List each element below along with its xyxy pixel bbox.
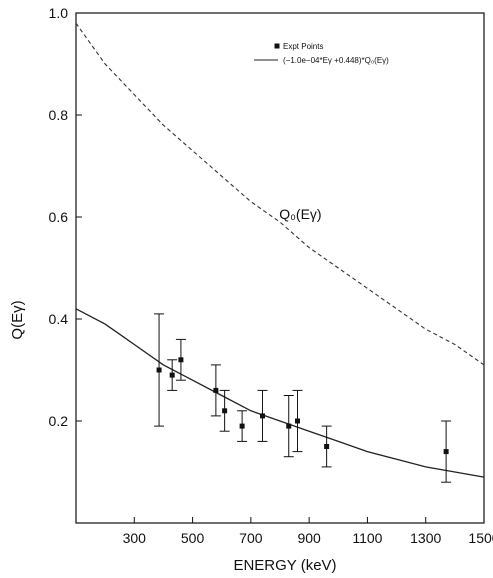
- data-point: [294, 418, 300, 424]
- plot-frame: [75, 12, 485, 524]
- data-point: [324, 444, 330, 449]
- legend-label-expt-points: Expt Points: [283, 42, 323, 51]
- annotation-q0: Q₀(Eγ): [279, 206, 321, 222]
- points-layer: [154, 313, 452, 483]
- data-point: [222, 408, 228, 414]
- legend: Expt Points (−1.0e−04*Eγ +0.448)*Q₀(Eγ): [254, 42, 389, 65]
- data-point: [239, 423, 245, 429]
- x-axis-label: ENERGY (keV): [233, 557, 336, 574]
- data-point: [169, 372, 175, 378]
- data-point: [178, 357, 184, 363]
- y-axis-label: Q(Eγ): [9, 300, 26, 339]
- x-tick-label: 700: [239, 530, 263, 546]
- y-tick-label: 0.6: [49, 209, 69, 225]
- data-point: [443, 449, 449, 455]
- data-point: [156, 367, 162, 373]
- data-point: [260, 413, 266, 419]
- y-tick-label: 0.8: [49, 107, 69, 123]
- x-tick-label: 500: [181, 530, 205, 546]
- legend-marker-expt-points: [274, 43, 280, 49]
- y-tick-label: 0.4: [49, 311, 69, 327]
- x-tick-label: 300: [123, 530, 147, 546]
- x-tick-label: 1100: [352, 530, 382, 546]
- data-point: [213, 387, 219, 393]
- x-tick-label: 1300: [410, 530, 441, 546]
- curves-layer: [75, 22, 485, 478]
- fit-solid-curve: [75, 308, 485, 478]
- legend-label-fit: (−1.0e−04*Eγ +0.448)*Q₀(Eγ): [283, 56, 389, 65]
- data-point: [286, 423, 292, 429]
- y-tick-label: 0.2: [49, 413, 69, 429]
- q0-dashed-curve: [75, 22, 485, 366]
- x-tick-label: 900: [297, 530, 321, 546]
- y-tick-label: 1.0: [49, 5, 69, 21]
